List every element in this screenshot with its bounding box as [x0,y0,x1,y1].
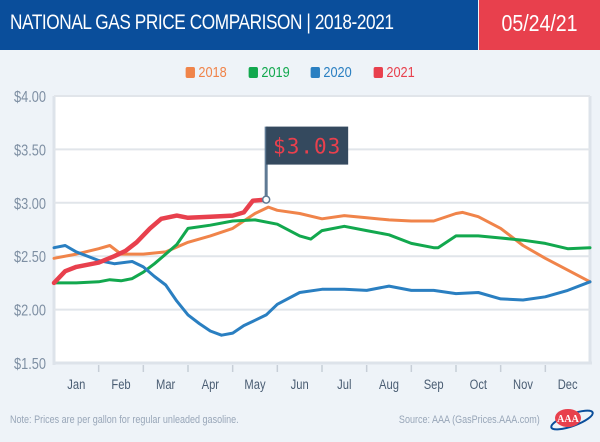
flag-point-marker [261,195,271,204]
x-tick-label: Feb [111,377,130,392]
legend-label-2020: 2020 [323,64,352,81]
x-tick-label: Jun [291,377,309,392]
x-tick-label: May [244,377,266,392]
legend-item-2021: 2021 [373,64,414,81]
aaa-logo-text: AAA [557,414,579,425]
x-tick-label: Sep [424,377,444,392]
y-tick-label: $2.50 [14,249,46,267]
series-line-2019 [52,218,592,285]
x-tick-label: Jul [337,377,351,392]
x-tick-label: Oct [470,377,488,392]
series-line-2020 [52,244,592,337]
legend-swatch-2020 [310,67,321,78]
x-tick-label: Aug [379,377,399,392]
gridlines [54,95,590,311]
legend-item-2019: 2019 [248,64,289,81]
legend-item-2018: 2018 [185,64,227,81]
legend-label-2021: 2021 [386,64,415,81]
footer-source: Source: AAA (GasPrices.AAA.com) [399,414,540,426]
x-tick-label: Dec [558,377,578,392]
legend-label-2018: 2018 [198,64,227,81]
legend-swatch-2021 [373,67,383,78]
y-tick-label: $1.50 [14,356,46,374]
x-tick-label: Jan [67,377,85,392]
date-label: 05/24/21 [501,10,578,36]
x-axis: Jan Feb Mar Apr May Jun Jul Aug Sep Oct Nov Dec [67,365,578,392]
legend: 2018 2019 2020 2021 [0,64,600,84]
date-bar: 05/24/21 [479,0,600,50]
legend-item-2020: 2020 [310,64,352,81]
legend-label-2019: 2019 [260,64,290,81]
page-title: NATIONAL GAS PRICE COMPARISON | 2018-202… [10,11,394,34]
legend-swatch-2019 [248,67,258,78]
x-tick-label: Apr [202,377,219,392]
y-tick-label: $2.00 [14,302,46,320]
series-line-2018 [52,205,592,284]
y-tick-label: $4.00 [14,89,46,107]
series-lines [51,197,592,337]
price-flag-annotation: $3.03 [261,126,349,204]
series-line-2021 [51,197,269,286]
footer-note: Note: Prices are per gallon for regular … [10,414,239,426]
x-tick-label: Mar [156,377,175,392]
aaa-logo-icon: AAA [550,409,594,431]
flag-box [266,126,349,165]
flag-price-label: $3.03 [273,135,341,159]
y-tick-label: $3.50 [14,142,46,160]
y-tick-label: $3.00 [14,196,46,214]
aaa-logo: AAA [548,405,596,435]
title-bar: NATIONAL GAS PRICE COMPARISON | 2018-202… [0,0,478,50]
header: NATIONAL GAS PRICE COMPARISON | 2018-202… [0,0,600,50]
y-axis: $1.50 $2.00 $2.50 $3.00 $3.50 $4.00 [14,89,46,374]
x-tick-label: Nov [513,377,533,392]
legend-swatch-2018 [185,67,195,78]
